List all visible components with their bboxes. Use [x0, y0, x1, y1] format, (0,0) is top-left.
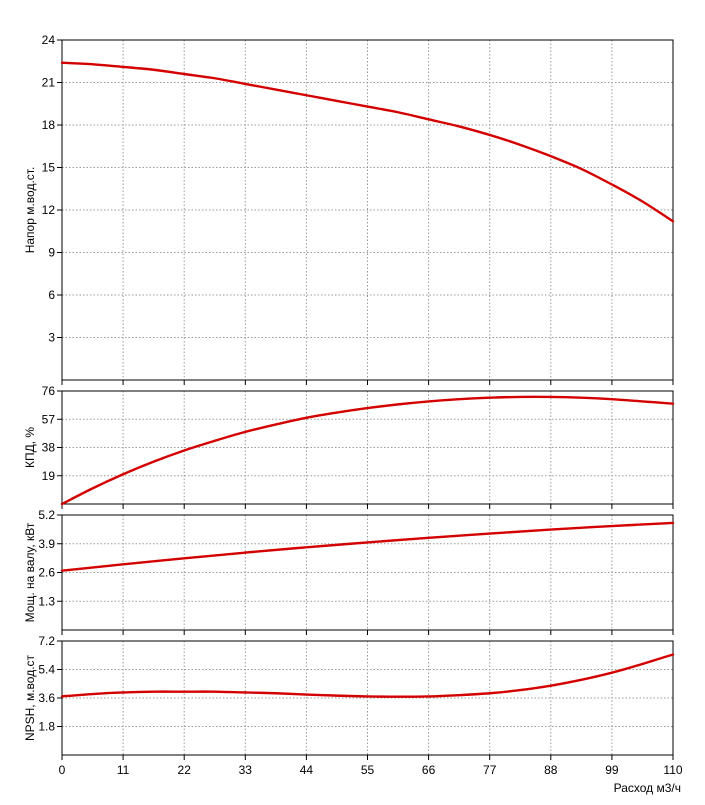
x-tick-label: 22	[178, 763, 192, 777]
plot-frame	[61, 390, 674, 505]
y-tick-label: 5.4	[38, 663, 55, 677]
plot-frame	[61, 39, 674, 381]
y-tick-label: 1.3	[38, 594, 55, 608]
x-tick-label: 77	[483, 763, 497, 777]
y-tick-label: 2.6	[38, 566, 55, 580]
plot-frame	[61, 640, 674, 756]
y-tick-label: 57	[42, 412, 56, 426]
y-tick-label: 21	[42, 76, 56, 90]
y-tick-label: 18	[42, 118, 56, 132]
x-tick-label: 0	[59, 763, 66, 777]
y-tick-label: 19	[42, 469, 56, 483]
plot-frame	[61, 514, 674, 631]
y-tick-label: 76	[42, 384, 56, 398]
y-tick-label: 24	[42, 33, 56, 47]
y-tick-label: 3.6	[38, 691, 55, 705]
y-tick-label: 3	[48, 331, 55, 345]
x-tick-label: 88	[544, 763, 558, 777]
y-tick-label: 3.9	[38, 537, 55, 551]
series-line-1	[60, 61, 675, 223]
y-axis-label: NPSH, м.вод.ст	[23, 654, 37, 741]
x-tick-label: 11	[117, 763, 130, 777]
y-axis-label: КПД, %	[23, 427, 37, 468]
y-tick-label: 1.8	[38, 720, 55, 734]
y-tick-label: 12	[42, 203, 56, 217]
x-axis-label: Расход м3/ч	[614, 781, 681, 795]
y-tick-label: 38	[42, 441, 56, 455]
x-tick-label: 110	[663, 763, 682, 777]
x-tick-label: 66	[422, 763, 436, 777]
chart-panel-1: 3 6 9 12 15 18 21 24 Напор м.вод.ст.	[23, 33, 675, 385]
x-tick-label: 44	[300, 763, 314, 777]
y-tick-label: 15	[42, 161, 56, 175]
series-line-1	[60, 395, 675, 506]
x-tick-label: 99	[605, 763, 619, 777]
x-tick-label: 33	[239, 763, 253, 777]
series-line-1	[60, 521, 675, 572]
y-axis-label: Напор м.вод.ст.	[23, 167, 37, 254]
y-tick-label: 5.2	[38, 508, 55, 522]
y-tick-label: 6	[48, 288, 55, 302]
y-tick-label: 7.2	[38, 634, 55, 648]
x-tick-label: 55	[361, 763, 375, 777]
y-tick-label: 9	[48, 246, 55, 260]
chart-panel-2: 19 38 57 76 КПД, %	[23, 384, 675, 509]
series-line-1	[60, 653, 675, 698]
y-axis-label: Мощ. на валу, кВт	[23, 522, 37, 622]
